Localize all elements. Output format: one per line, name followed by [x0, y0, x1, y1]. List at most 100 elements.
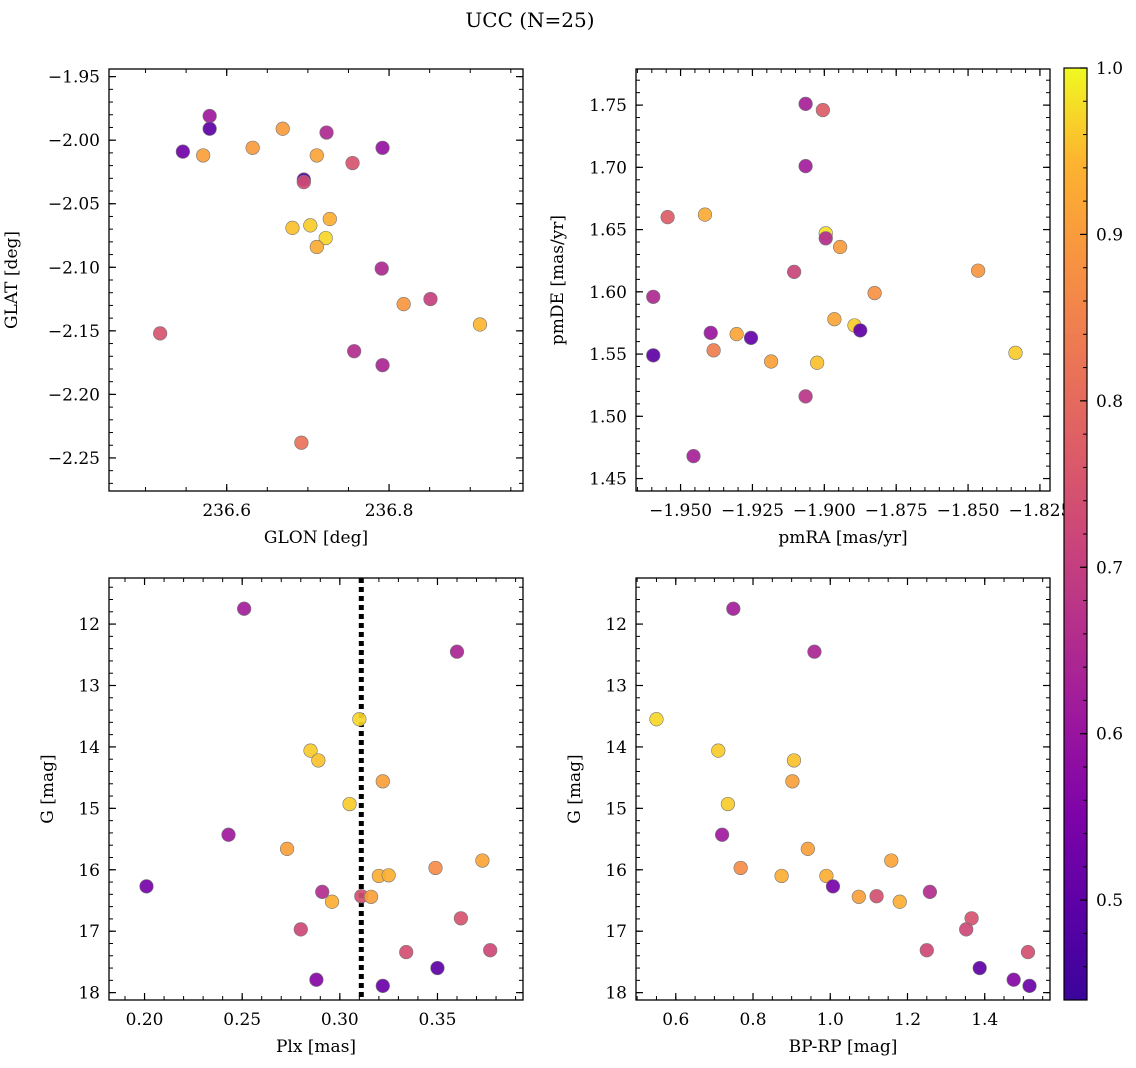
x-axis-label: pmRA [mas/yr]: [778, 528, 907, 548]
y-tick-label: 13: [605, 676, 627, 696]
x-tick-label: −1.825: [1008, 501, 1071, 521]
plot-frame: [108, 577, 524, 1001]
data-point: [818, 231, 833, 246]
x-tick-label: −1.900: [793, 501, 856, 521]
data-point: [175, 144, 190, 159]
x-tick-label: 1.0: [817, 1010, 844, 1030]
colorbar-tick-label: 0.9: [1096, 225, 1123, 245]
x-tick-label: −1.950: [649, 501, 712, 521]
colorbar-tick-label: 0.8: [1096, 392, 1123, 412]
data-point: [743, 330, 759, 345]
data-point: [703, 325, 718, 341]
data-point: [819, 868, 834, 884]
data-point: [971, 263, 986, 278]
y-tick-label: 17: [78, 922, 100, 942]
colorbar-tick-label: 0.7: [1096, 558, 1123, 578]
data-point: [153, 326, 168, 341]
y-tick-label: 1.50: [589, 407, 627, 427]
y-tick-label: 15: [605, 799, 627, 819]
y-tick-label: −2.10: [48, 258, 100, 278]
data-point: [720, 796, 736, 812]
data-point: [764, 354, 779, 369]
data-point: [646, 348, 661, 363]
x-tick-label: 1.2: [894, 1010, 921, 1030]
data-point: [785, 774, 800, 789]
data-point: [309, 239, 324, 255]
data-point: [483, 943, 498, 958]
data-point: [381, 868, 396, 883]
data-point: [851, 889, 866, 904]
data-point: [1006, 972, 1021, 987]
data-point: [729, 327, 744, 342]
x-tick-label: 1.4: [971, 1010, 998, 1030]
data-point: [959, 922, 974, 937]
y-tick-label: 16: [78, 861, 100, 881]
y-tick-label: 18: [605, 984, 627, 1004]
data-point: [825, 879, 841, 894]
x-tick-label: 0.35: [419, 1010, 457, 1030]
data-point: [715, 827, 730, 842]
y-tick-label: 1.55: [589, 345, 627, 365]
data-point: [322, 211, 337, 227]
data-point: [375, 774, 390, 789]
y-tick-label: 18: [78, 984, 100, 1004]
data-point: [686, 449, 701, 464]
data-point: [800, 841, 815, 856]
y-tick-label: 1.60: [589, 283, 627, 303]
data-point: [867, 285, 882, 301]
data-point: [293, 922, 308, 937]
data-point: [711, 743, 726, 758]
data-point: [196, 148, 211, 163]
colorbar-tick-label: 0.5: [1096, 891, 1123, 911]
y-tick-label: −2.15: [48, 322, 100, 342]
y-tick-label: −1.95: [48, 68, 100, 88]
x-axis-label: GLON [deg]: [264, 528, 368, 548]
data-point: [139, 879, 154, 894]
panel-glon-glat: 236.6 236.8 −1.95 −2.00 −2.05 −2.10 −2.15 −2.20…: [2, 68, 524, 548]
colorbar-tick-label: 0.6: [1096, 725, 1123, 745]
x-tick-label: 0.8: [739, 1010, 766, 1030]
data-point: [309, 148, 324, 163]
x-tick-label: 0.6: [662, 1010, 689, 1030]
data-point: [285, 220, 300, 235]
data-point: [237, 601, 252, 616]
data-point: [472, 317, 488, 332]
y-tick-label: 12: [78, 615, 100, 635]
x-tick-label: 0.30: [321, 1010, 359, 1030]
y-tick-label: 1.45: [589, 470, 627, 490]
data-point: [294, 435, 309, 450]
plot-frame: [635, 68, 1051, 492]
data-point: [202, 108, 217, 124]
data-point: [646, 289, 661, 304]
plot-frame: [108, 68, 524, 492]
data-point: [798, 389, 813, 404]
data-point: [303, 218, 318, 233]
data-point: [303, 743, 318, 758]
colorbar-tick-label: 1.0: [1096, 59, 1123, 79]
plot-frame: [635, 577, 1051, 1001]
y-tick-label: 13: [78, 676, 100, 696]
data-point: [374, 261, 389, 276]
figure-title: UCC (N=25): [465, 8, 594, 32]
data-point: [1022, 978, 1037, 993]
y-axis-label: G [mag]: [565, 754, 585, 823]
y-tick-label: 15: [78, 799, 100, 819]
data-point: [774, 868, 789, 884]
data-point: [428, 860, 443, 876]
data-point: [787, 264, 802, 280]
data-point: [972, 960, 987, 976]
x-tick-label: −1.875: [865, 501, 928, 521]
data-point: [318, 230, 333, 246]
data-point: [786, 753, 802, 768]
data-point: [660, 210, 675, 225]
data-point: [706, 343, 721, 358]
y-tick-label: 17: [605, 922, 627, 942]
data-point: [279, 841, 295, 856]
data-point: [807, 644, 822, 659]
data-point: [275, 121, 290, 136]
data-point: [922, 884, 937, 899]
data-point: [296, 175, 311, 190]
data-point: [853, 323, 868, 338]
y-tick-label: 14: [78, 738, 100, 758]
